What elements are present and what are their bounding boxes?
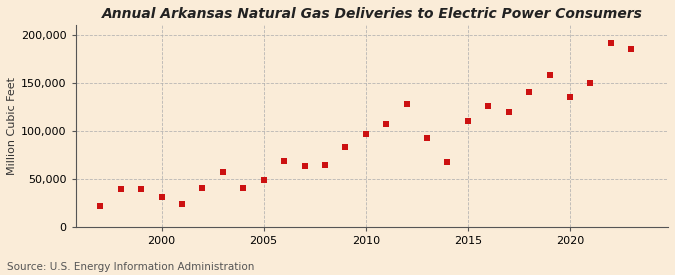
Point bbox=[360, 131, 371, 136]
Point bbox=[626, 47, 637, 51]
Point bbox=[217, 170, 228, 174]
Point bbox=[238, 185, 248, 190]
Point bbox=[585, 81, 596, 85]
Point bbox=[422, 135, 433, 140]
Point bbox=[483, 104, 493, 108]
Point bbox=[524, 90, 535, 95]
Point bbox=[136, 187, 146, 192]
Point bbox=[564, 95, 575, 99]
Point bbox=[340, 145, 351, 149]
Point bbox=[177, 202, 188, 206]
Point bbox=[605, 41, 616, 45]
Point bbox=[95, 204, 106, 208]
Point bbox=[401, 102, 412, 106]
Point bbox=[319, 163, 330, 168]
Text: Source: U.S. Energy Information Administration: Source: U.S. Energy Information Administ… bbox=[7, 262, 254, 272]
Point bbox=[197, 185, 208, 190]
Point bbox=[544, 73, 555, 77]
Point bbox=[279, 158, 290, 163]
Y-axis label: Million Cubic Feet: Million Cubic Feet bbox=[7, 77, 17, 175]
Point bbox=[462, 119, 473, 123]
Point bbox=[156, 195, 167, 199]
Point bbox=[115, 187, 126, 192]
Point bbox=[442, 160, 453, 164]
Point bbox=[381, 122, 392, 126]
Title: Annual Arkansas Natural Gas Deliveries to Electric Power Consumers: Annual Arkansas Natural Gas Deliveries t… bbox=[101, 7, 643, 21]
Point bbox=[504, 110, 514, 115]
Point bbox=[259, 178, 269, 182]
Point bbox=[299, 164, 310, 169]
